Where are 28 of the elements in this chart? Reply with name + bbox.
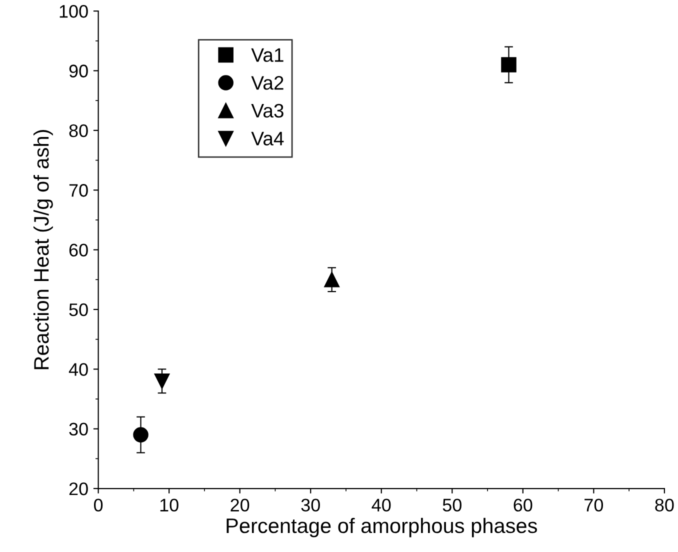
x-tick-label: 20 [230, 498, 250, 512]
x-tick-label: 80 [655, 498, 674, 512]
y-tick-label: 60 [69, 244, 88, 256]
y-tick-label: 30 [69, 422, 88, 436]
legend-label: Va2 [251, 76, 284, 90]
x-tick-label: 10 [160, 498, 178, 512]
y-tick-label: 40 [68, 363, 88, 376]
point [324, 272, 340, 288]
x-tick-label: 40 [372, 498, 391, 512]
y-axis-title: Reaction Heat (J/g of ash) [33, 130, 53, 370]
y-tick-label: 80 [69, 124, 88, 138]
x-tick-label: 60 [514, 498, 532, 512]
y-tick-label: 50 [69, 303, 88, 316]
y-tick-label: 20 [69, 482, 88, 496]
x-tick-label: 70 [584, 498, 604, 512]
x-axis-title: Percentage of amorphous phases [226, 518, 537, 538]
x-tick-label: 30 [301, 498, 320, 512]
y-tick-label: 70 [69, 184, 88, 197]
legend-label: Va4 [251, 132, 284, 146]
legend-label: Va1 [251, 48, 284, 62]
x-tick-label: 0 [94, 498, 103, 512]
point [154, 373, 170, 389]
legend-label: Va3 [251, 104, 284, 118]
y-tick-label: 100 [60, 4, 88, 18]
x-tick-label: 50 [442, 498, 462, 512]
y-tick-label: 90 [69, 64, 88, 78]
point [133, 427, 148, 442]
point [501, 57, 516, 72]
